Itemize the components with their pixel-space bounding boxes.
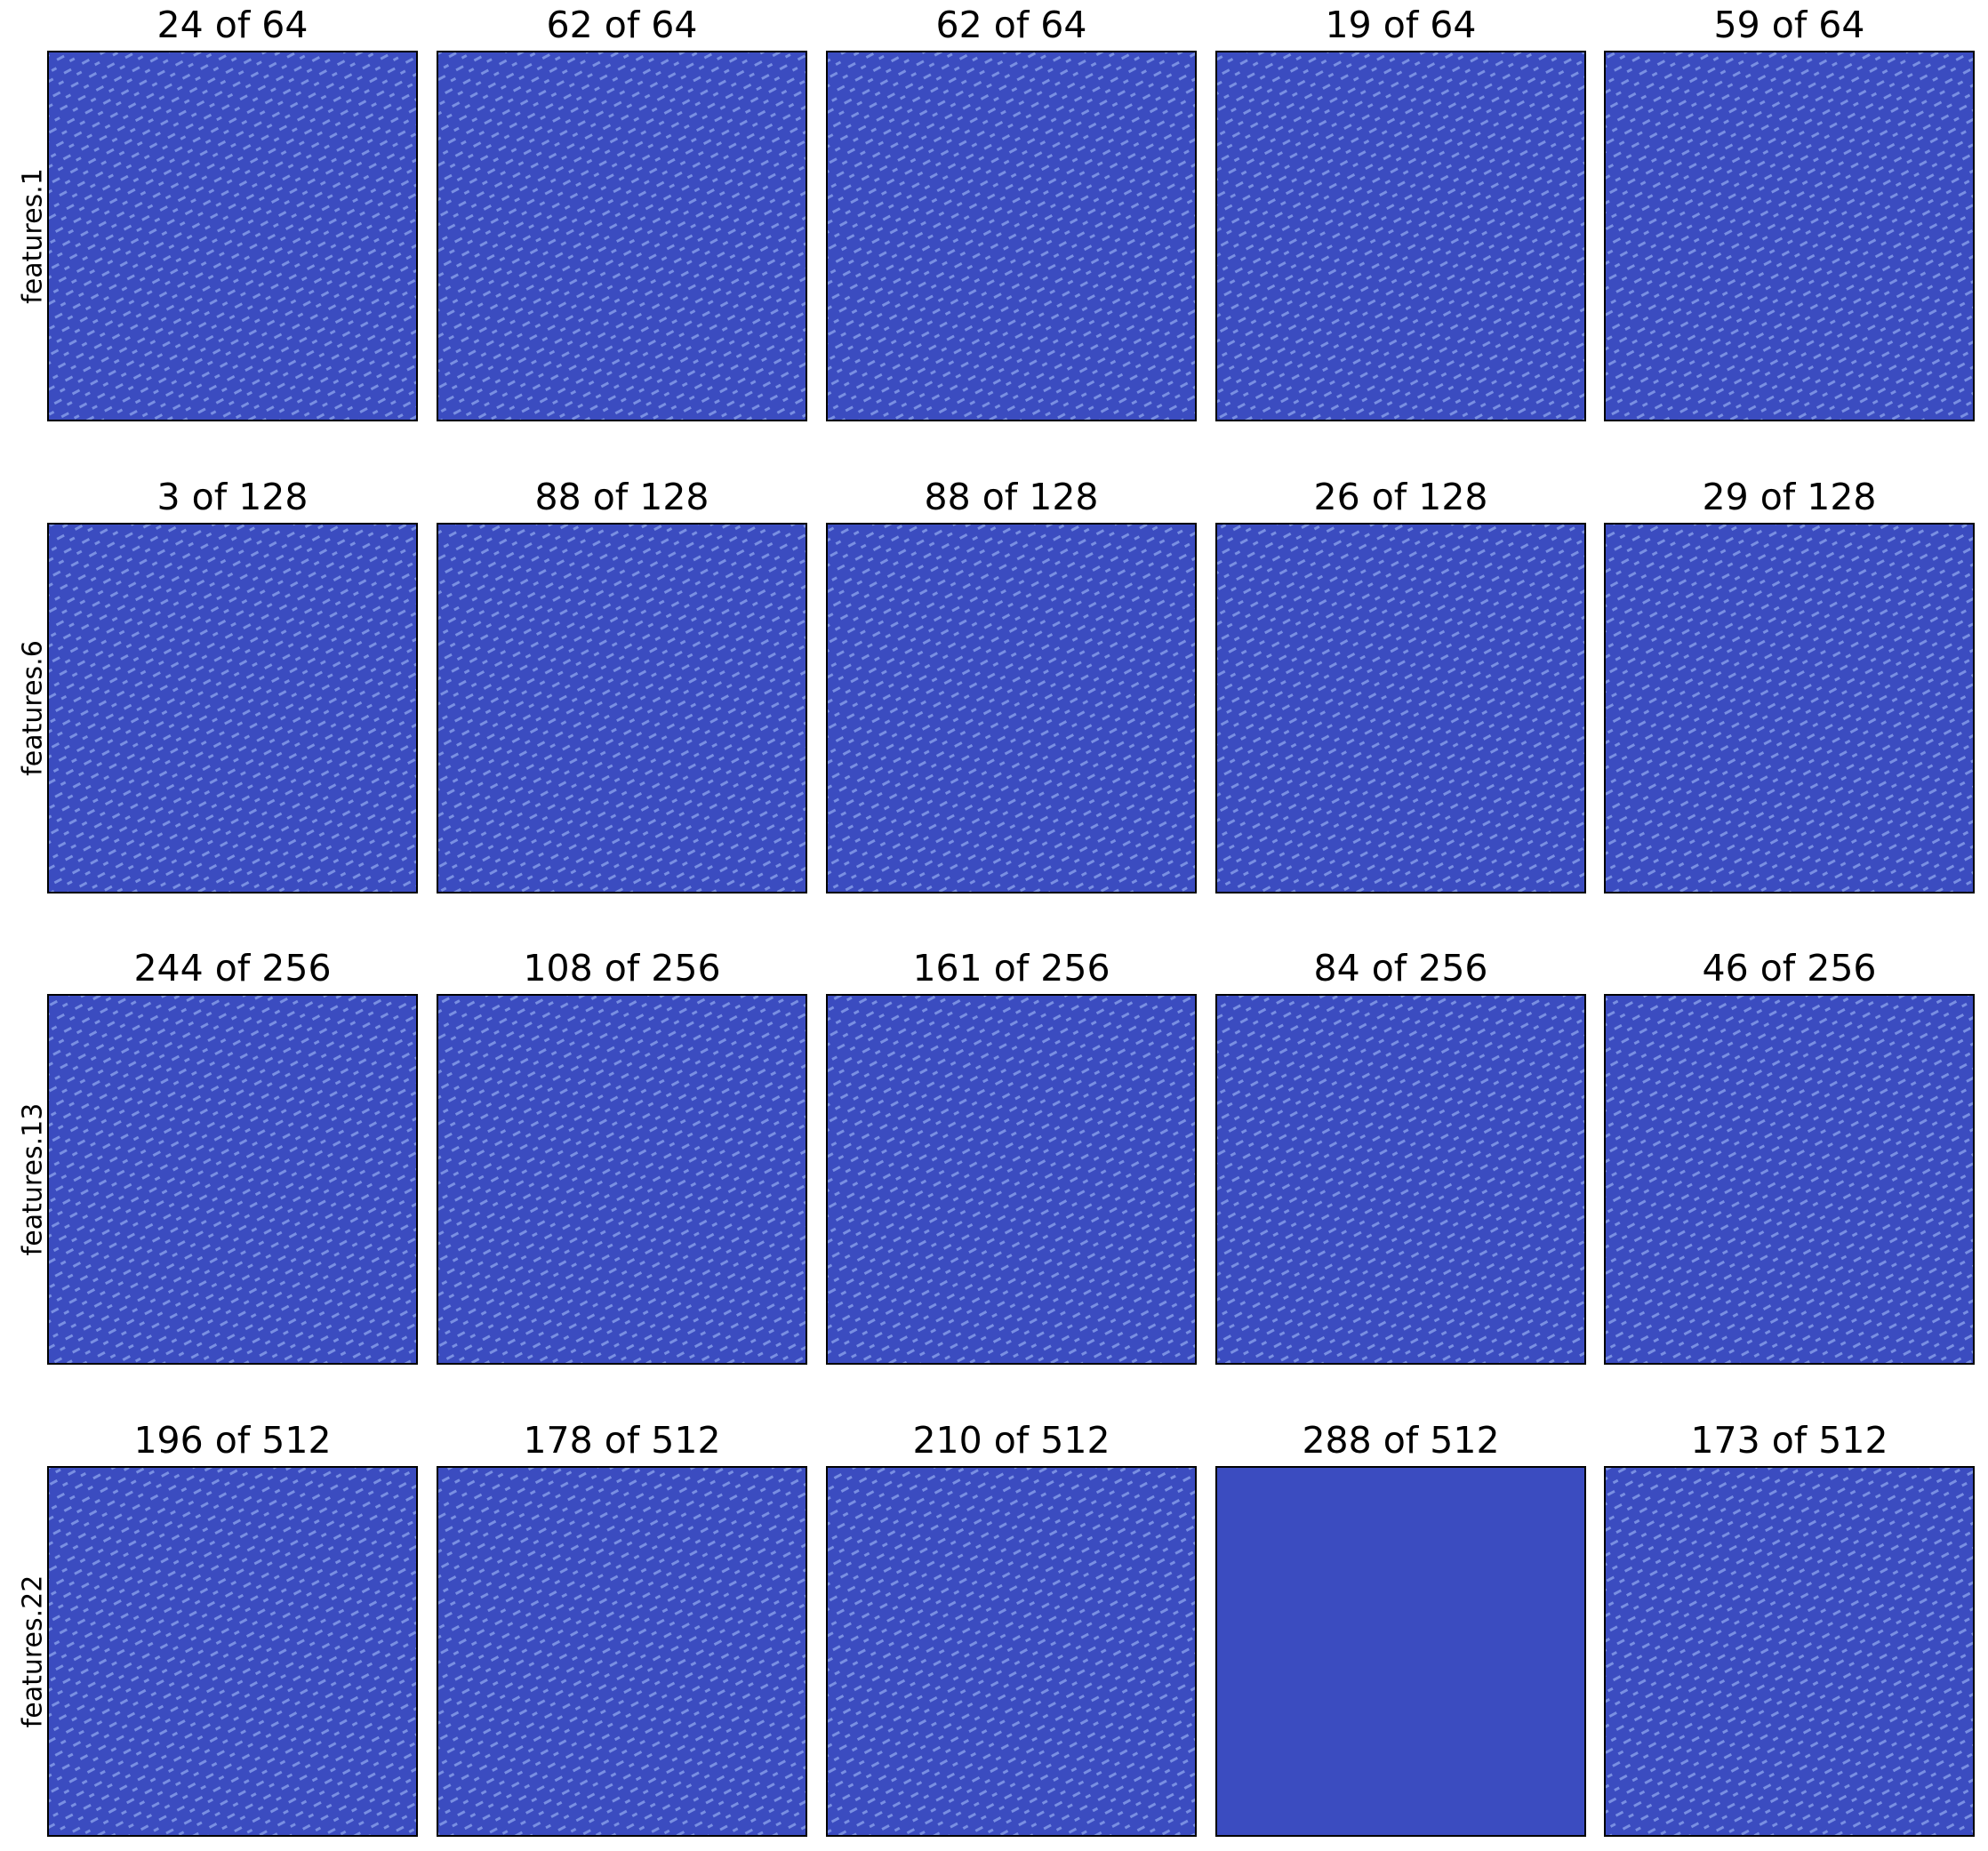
feature-map-panel: 59 of 64 <box>1604 4 1975 421</box>
feature-map-panel: 210 of 512 <box>826 1419 1197 1837</box>
feature-texture <box>438 525 806 892</box>
panel-title: 161 of 256 <box>912 947 1110 990</box>
feature-texture <box>828 1468 1195 1835</box>
feature-map <box>1215 1466 1586 1837</box>
feature-map-panel: 46 of 256 <box>1604 947 1975 1365</box>
feature-map-panel: 19 of 64 <box>1215 4 1586 421</box>
feature-map-panel: 161 of 256 <box>826 947 1197 1365</box>
row-label: features.1 <box>18 168 49 304</box>
feature-map-panel: 29 of 128 <box>1604 476 1975 893</box>
feature-map-panel: 3 of 128 <box>47 476 418 893</box>
panel-title: 62 of 64 <box>547 4 698 46</box>
feature-map-panel: 88 of 128 <box>826 476 1197 893</box>
feature-map-panel: 173 of 512 <box>1604 1419 1975 1837</box>
panel-title: 196 of 512 <box>133 1419 331 1462</box>
feature-texture <box>49 52 416 420</box>
panel-title: 3 of 128 <box>157 476 309 518</box>
panel-title: 26 of 128 <box>1313 476 1487 518</box>
feature-map-panel: 196 of 512 <box>47 1419 418 1837</box>
feature-texture <box>49 525 416 892</box>
feature-map-panel: 178 of 512 <box>437 1419 807 1837</box>
row-label: features.22 <box>18 1575 49 1728</box>
panel-title: 88 of 128 <box>534 476 709 518</box>
feature-map-panel: 244 of 256 <box>47 947 418 1365</box>
feature-map-panel: 84 of 256 <box>1215 947 1586 1365</box>
panel-title: 244 of 256 <box>133 947 331 990</box>
feature-texture <box>438 1468 806 1835</box>
feature-texture <box>1606 52 1973 420</box>
feature-map-panel: 62 of 64 <box>437 4 807 421</box>
panel-title: 29 of 128 <box>1702 476 1876 518</box>
panel-title: 46 of 256 <box>1702 947 1876 990</box>
panel-title: 173 of 512 <box>1690 1419 1888 1462</box>
panel-title: 288 of 512 <box>1302 1419 1499 1462</box>
panel-title: 108 of 256 <box>523 947 720 990</box>
feature-texture <box>1606 1468 1973 1835</box>
panel-title: 19 of 64 <box>1326 4 1477 46</box>
feature-texture <box>828 996 1195 1363</box>
feature-map-panel: 26 of 128 <box>1215 476 1586 893</box>
feature-texture <box>1217 996 1584 1363</box>
panel-title: 62 of 64 <box>936 4 1087 46</box>
panel-title: 59 of 64 <box>1714 4 1865 46</box>
feature-texture <box>1217 52 1584 420</box>
feature-texture <box>49 996 416 1363</box>
feature-texture <box>1606 525 1973 892</box>
feature-map-panel: 288 of 512 <box>1215 1419 1586 1837</box>
feature-map-panel: 88 of 128 <box>437 476 807 893</box>
panel-title: 210 of 512 <box>912 1419 1110 1462</box>
row-label: features.6 <box>18 640 49 776</box>
feature-texture <box>828 525 1195 892</box>
feature-texture <box>828 52 1195 420</box>
panel-title: 178 of 512 <box>523 1419 720 1462</box>
feature-texture <box>49 1468 416 1835</box>
feature-texture <box>1217 525 1584 892</box>
feature-map-panel: 108 of 256 <box>437 947 807 1365</box>
panel-title: 88 of 128 <box>924 476 1098 518</box>
feature-texture <box>1606 996 1973 1363</box>
panel-title: 84 of 256 <box>1313 947 1487 990</box>
feature-texture <box>438 996 806 1363</box>
row-label: features.13 <box>18 1103 49 1256</box>
feature-map-panel: 24 of 64 <box>47 4 418 421</box>
feature-map-panel: 62 of 64 <box>826 4 1197 421</box>
panel-title: 24 of 64 <box>157 4 309 46</box>
feature-texture <box>438 52 806 420</box>
